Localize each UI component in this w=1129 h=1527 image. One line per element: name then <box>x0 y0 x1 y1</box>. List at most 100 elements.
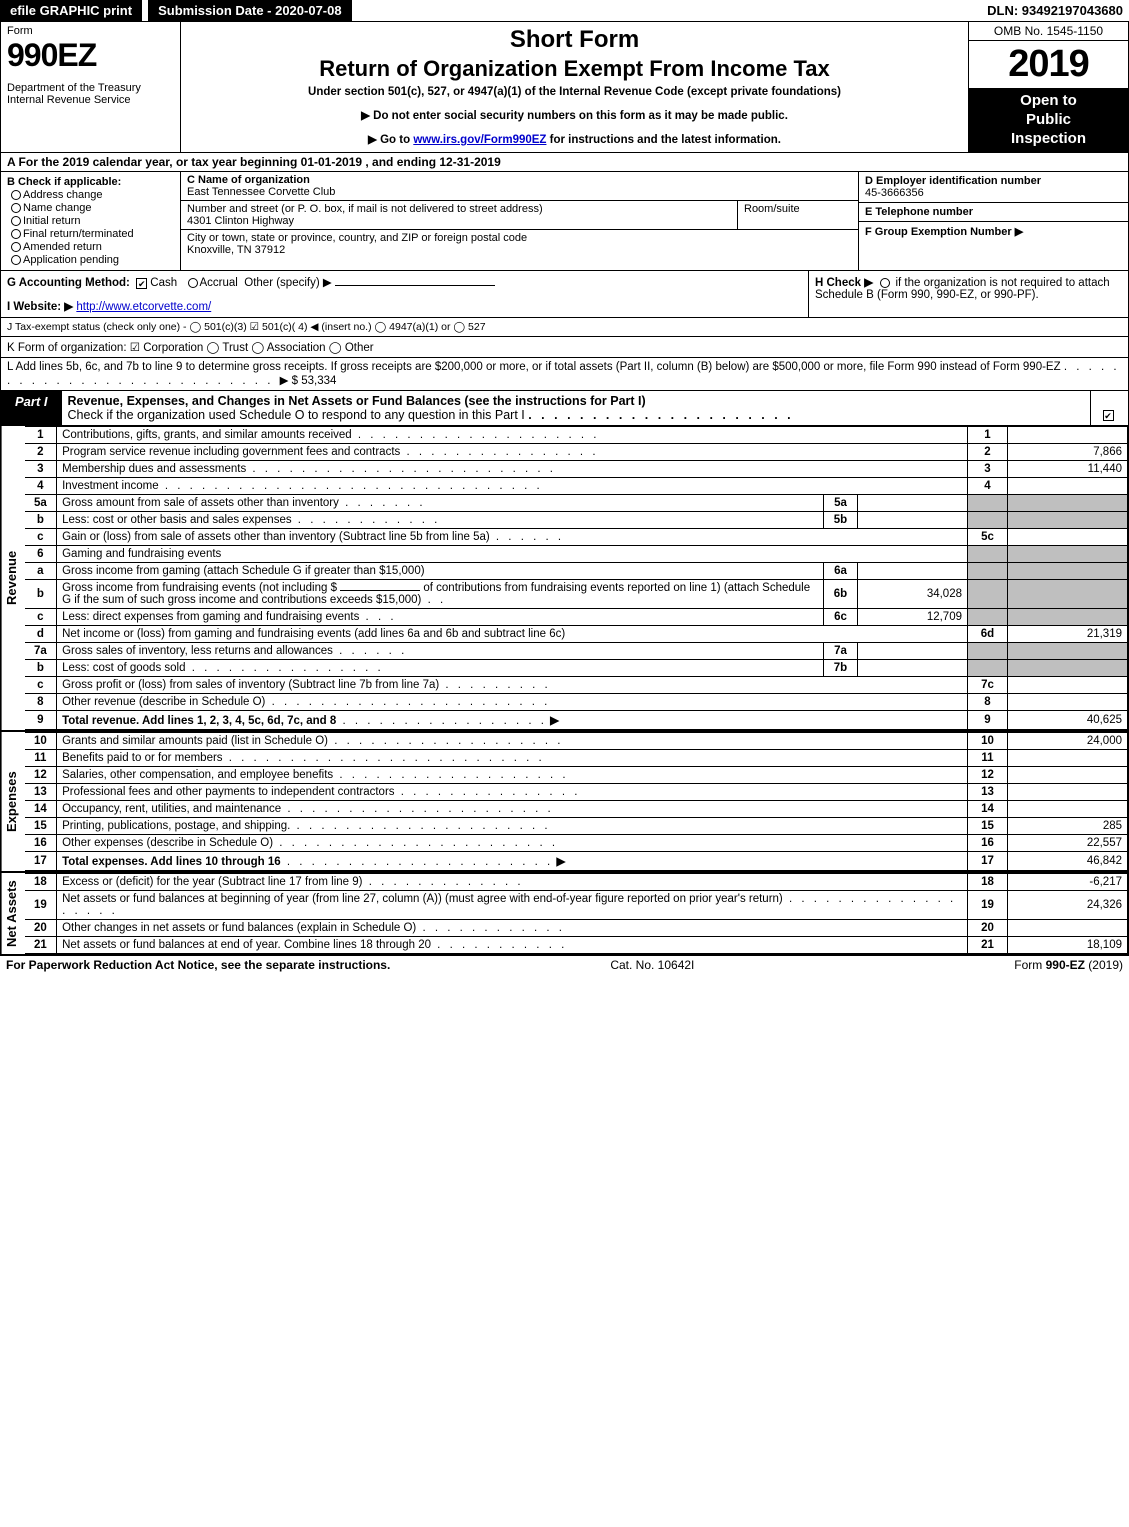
sub-num: 6a <box>824 563 858 580</box>
org-name: East Tennessee Corvette Club <box>187 186 335 198</box>
table-row: 16Other expenses (describe in Schedule O… <box>25 835 1128 852</box>
line-num: 9 <box>25 711 57 730</box>
line-num: 4 <box>25 478 57 495</box>
accrual-check[interactable] <box>188 278 198 288</box>
sub-num: 5b <box>824 512 858 529</box>
row-l-amount: ▶ $ 53,334 <box>280 375 337 387</box>
line-desc: Investment income <box>62 480 159 492</box>
sub-value <box>858 512 968 529</box>
table-row: 12 Salaries, other compensation, and empl… <box>25 767 1128 784</box>
short-form-title: Short Form <box>189 26 960 54</box>
col-num: 3 <box>968 461 1008 478</box>
accrual-label: Accrual <box>200 277 238 289</box>
table-row: c Gross profit or (loss) from sales of in… <box>25 677 1128 694</box>
col-num: 14 <box>968 801 1008 818</box>
box-c: C Name of organization East Tennessee Co… <box>181 172 858 270</box>
line-value <box>1008 529 1128 546</box>
contrib-amount-input[interactable] <box>340 590 420 591</box>
name-change-check[interactable] <box>11 203 21 213</box>
irs-link[interactable]: www.irs.gov/Form990EZ <box>413 134 546 146</box>
table-row: 8Other revenue (describe in Schedule O) … <box>25 694 1128 711</box>
line-value <box>1008 750 1128 767</box>
app-pending-check[interactable] <box>11 255 21 265</box>
col-num: 13 <box>968 784 1008 801</box>
line-num: d <box>25 626 57 643</box>
line-desc: Gaming and fundraising events <box>57 546 968 563</box>
h-label: H Check ▶ <box>815 277 873 289</box>
table-row: 10Grants and similar amounts paid (list … <box>25 733 1128 750</box>
sub-value <box>858 495 968 512</box>
expenses-table: 10Grants and similar amounts paid (list … <box>25 732 1128 871</box>
line-value: 18,109 <box>1008 937 1128 954</box>
line-num: c <box>25 609 57 626</box>
line-desc: Less: cost of goods sold <box>62 662 185 674</box>
table-row: 21Net assets or fund balances at end of … <box>25 937 1128 954</box>
footer-cat: Cat. No. 10642I <box>610 958 694 972</box>
ein-value: 45-3666356 <box>865 187 924 199</box>
grey-cell <box>968 660 1008 677</box>
line-desc: Salaries, other compensation, and employ… <box>62 769 333 781</box>
public-warning: ▶ Do not enter social security numbers o… <box>189 108 960 122</box>
form-number: 990EZ <box>7 37 174 74</box>
line-value <box>1008 801 1128 818</box>
line-value: 24,326 <box>1008 891 1128 920</box>
header-left: Form 990EZ Department of the Treasury In… <box>1 22 181 152</box>
sub-num: 5a <box>824 495 858 512</box>
table-row: bLess: cost or other basis and sales exp… <box>25 512 1128 529</box>
under-section: Under section 501(c), 527, or 4947(a)(1)… <box>189 86 960 98</box>
sub-value <box>858 563 968 580</box>
line-desc: Other changes in net assets or fund bala… <box>62 922 416 934</box>
addr-change-check[interactable] <box>11 190 21 200</box>
final-return-check[interactable] <box>11 229 21 239</box>
return-title: Return of Organization Exempt From Incom… <box>189 56 960 82</box>
submission-date-button[interactable]: Submission Date - 2020-07-08 <box>148 0 352 21</box>
line-num: 11 <box>25 750 57 767</box>
other-specify-input[interactable] <box>335 285 495 286</box>
line-desc: Gross profit or (loss) from sales of inv… <box>62 679 439 691</box>
grey-cell <box>968 512 1008 529</box>
dept-irs: Internal Revenue Service <box>7 94 174 106</box>
grey-cell <box>1008 512 1128 529</box>
grey-cell <box>968 609 1008 626</box>
line-num: 3 <box>25 461 57 478</box>
line-value: 7,866 <box>1008 444 1128 461</box>
efile-print-button[interactable]: efile GRAPHIC print <box>0 0 142 21</box>
part1-schedule-o-check[interactable] <box>1103 410 1114 421</box>
line-num: 5a <box>25 495 57 512</box>
goto-pre: ▶ Go to <box>368 134 413 146</box>
sub-num: 6b <box>824 580 858 609</box>
amended-return-check[interactable] <box>11 242 21 252</box>
table-row: 7aGross sales of inventory, less returns… <box>25 643 1128 660</box>
table-row: cGain or (loss) from sale of assets othe… <box>25 529 1128 546</box>
net-assets-section: Net Assets 18Excess or (deficit) for the… <box>1 873 1128 955</box>
initial-return-check[interactable] <box>11 216 21 226</box>
header-center: Short Form Return of Organization Exempt… <box>181 22 968 152</box>
line-desc: Gross income from gaming (attach Schedul… <box>57 563 824 580</box>
line-desc: Benefits paid to or for members <box>62 752 222 764</box>
grey-cell <box>1008 546 1128 563</box>
table-row: 1Contributions, gifts, grants, and simil… <box>25 427 1128 444</box>
open-line3: Inspection <box>971 130 1126 149</box>
line-value <box>1008 478 1128 495</box>
col-num: 7c <box>968 677 1008 694</box>
website-link[interactable]: http://www.etcorvette.com/ <box>76 301 211 313</box>
line-num: 18 <box>25 874 57 891</box>
part1-tab: Part I <box>1 391 62 425</box>
col-num: 11 <box>968 750 1008 767</box>
footer: For Paperwork Reduction Act Notice, see … <box>0 956 1129 974</box>
table-row: 17Total expenses. Add lines 10 through 1… <box>25 852 1128 871</box>
line-num: 10 <box>25 733 57 750</box>
sub-num: 7b <box>824 660 858 677</box>
cash-check[interactable] <box>136 278 147 289</box>
col-num: 15 <box>968 818 1008 835</box>
line-desc: Total expenses. Add lines 10 through 16 <box>62 856 281 868</box>
line-num: c <box>25 677 57 694</box>
col-num: 12 <box>968 767 1008 784</box>
line-desc: Less: direct expenses from gaming and fu… <box>62 611 359 623</box>
line-num: 12 <box>25 767 57 784</box>
line-value: 285 <box>1008 818 1128 835</box>
h-check[interactable] <box>880 278 890 288</box>
revenue-side-label: Revenue <box>1 426 25 730</box>
amended-return-label: Amended return <box>23 241 102 253</box>
line-desc: Gross amount from sale of assets other t… <box>62 497 339 509</box>
